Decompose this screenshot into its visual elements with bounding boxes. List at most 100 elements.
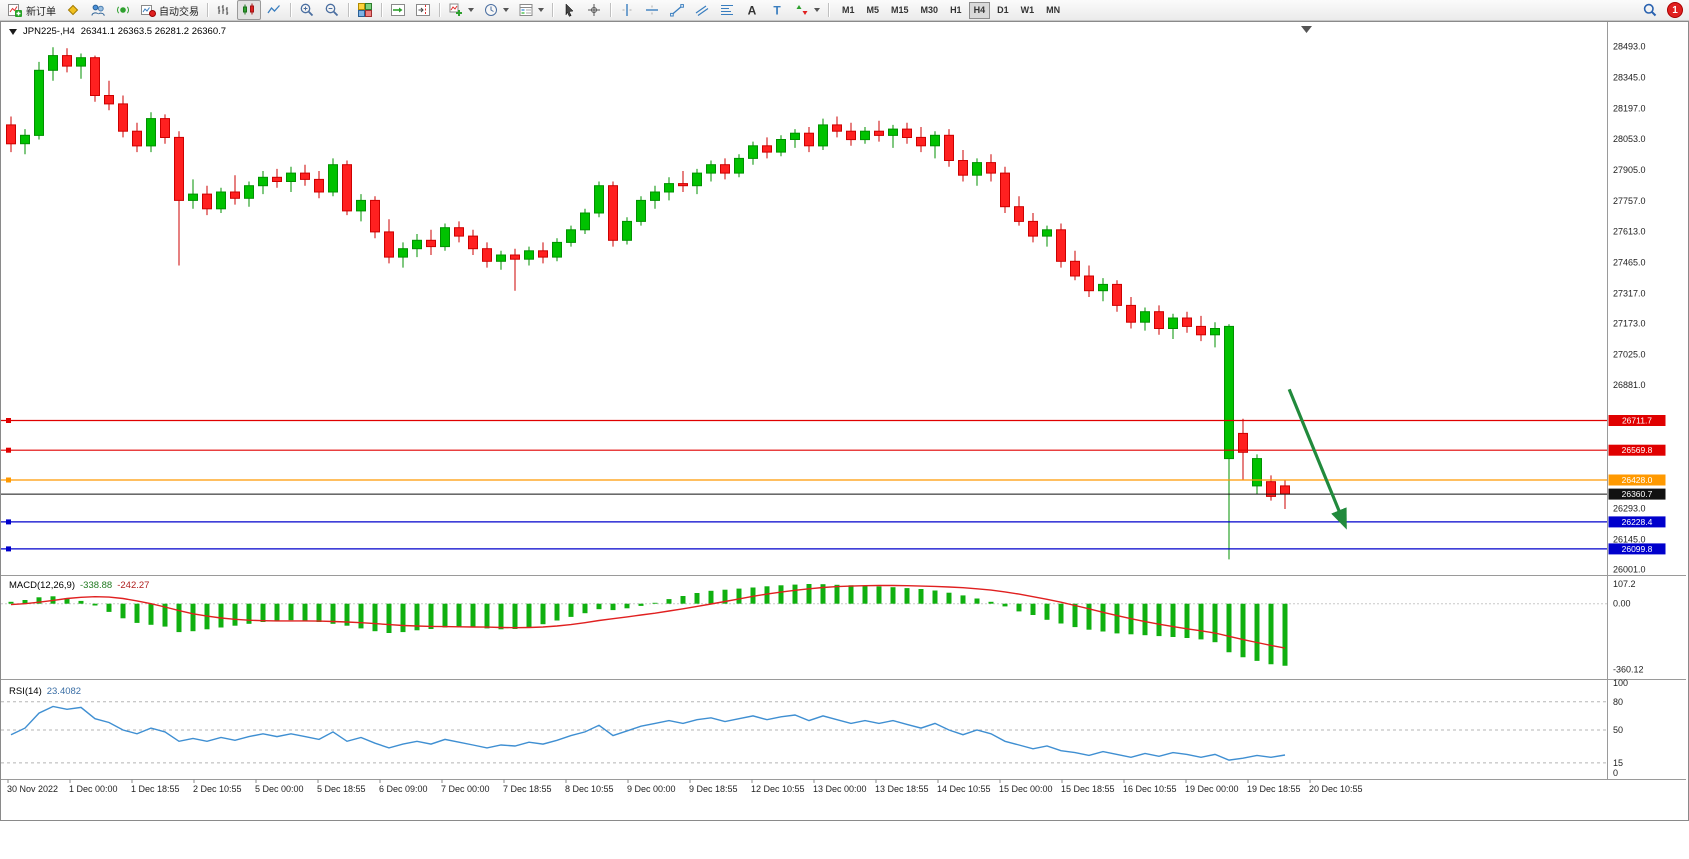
svg-text:A: A — [748, 4, 757, 18]
price-axis-label: 27613.0 — [1613, 226, 1646, 236]
bar-chart-mode-button[interactable] — [212, 0, 236, 20]
label-icon: T — [769, 2, 785, 18]
support-line-1[interactable]: 26228.4 — [1, 516, 1666, 528]
dropdown-caret-icon — [503, 8, 509, 12]
line-chart-mode-button[interactable] — [262, 0, 286, 20]
price-tag — [1608, 415, 1666, 426]
price-tag-label: 26711.7 — [1622, 416, 1652, 426]
timeframe-M5-button[interactable]: M5 — [866, 4, 880, 15]
price-axis: 28493.0 28345.0 28197.0 28053.0 27905.0 27757… — [1613, 42, 1646, 575]
macd-axis-label: 0.00 — [1613, 599, 1631, 609]
svg-text:T: T — [773, 4, 781, 18]
data-window-button[interactable] — [111, 0, 135, 20]
toolbar-separator — [381, 3, 382, 17]
macd-axis-label: -360.12 — [1613, 665, 1644, 675]
price-tag — [1608, 488, 1666, 500]
time-axis-label: 7 Dec 00:00 — [441, 784, 490, 794]
price-axis-label: 26145.0 — [1613, 534, 1646, 544]
chart-shift-button[interactable] — [411, 0, 435, 20]
trend-arrow-annotation[interactable] — [1287, 388, 1347, 530]
price-axis-label: 28197.0 — [1613, 104, 1646, 114]
price-axis-label: 26293.0 — [1613, 503, 1646, 513]
chart-canvas[interactable]: 26711.7 26569.8 26428.0 26360.7 26228.4 26099… — [1, 22, 1686, 818]
profiles-button[interactable] — [86, 0, 110, 20]
candle-chart-mode-button[interactable] — [237, 0, 261, 20]
timeframe-M15-button[interactable]: M15 — [891, 4, 909, 15]
time-axis-label: 6 Dec 09:00 — [379, 784, 428, 794]
line-handle[interactable] — [6, 519, 11, 525]
timeframe-M30-button[interactable]: M30 — [920, 4, 939, 15]
data-window-icon — [115, 2, 131, 18]
text-tool-button[interactable]: A — [740, 0, 764, 20]
time-axis-label: 5 Dec 18:55 — [317, 784, 366, 794]
rsi-axis-label: 15 — [1613, 758, 1623, 768]
trend-line-tool-button[interactable] — [665, 0, 689, 20]
macd-axis-label: 107.2 — [1613, 579, 1636, 589]
indicators-icon — [448, 2, 464, 18]
timeframe-H4-button[interactable]: H4 — [968, 1, 991, 19]
toolbar-separator — [348, 3, 349, 17]
fibonacci-tool-button[interactable] — [715, 0, 739, 20]
pivot-line[interactable]: 26428.0 — [1, 474, 1666, 486]
time-axis-label: 5 Dec 00:00 — [255, 784, 304, 794]
templates-button[interactable] — [514, 0, 548, 20]
toolbar-separator — [610, 3, 611, 17]
metaeditor-button[interactable] — [61, 0, 85, 20]
panel-dividers — [1, 22, 1686, 780]
arrows-tool-button[interactable] — [790, 0, 824, 20]
tile-windows-icon — [357, 2, 373, 18]
line-handle[interactable] — [6, 546, 11, 552]
line-handle[interactable] — [6, 418, 11, 423]
equidistant-channel-tool-button[interactable] — [690, 0, 714, 20]
tile-windows-button[interactable] — [353, 0, 377, 20]
resistance-line-2[interactable]: 26569.8 — [1, 444, 1666, 456]
notification-badge[interactable]: 1 — [1667, 2, 1683, 18]
rsi-axis-label: 50 — [1613, 725, 1623, 735]
price-tag — [1608, 543, 1666, 555]
vertical-line-tool-button[interactable] — [615, 0, 639, 20]
periods-button[interactable] — [479, 0, 513, 20]
timeframe-M1-button[interactable]: M1 — [842, 4, 855, 15]
crosshair-icon — [586, 2, 602, 18]
cursor-tool-button[interactable] — [557, 0, 581, 20]
time-axis-label: 2 Dec 10:55 — [193, 784, 242, 794]
search-button[interactable] — [1638, 0, 1662, 20]
toolbar-separator — [439, 3, 440, 17]
price-tag-label: 26569.8 — [1622, 445, 1653, 455]
timeframe-H1-button[interactable]: H1 — [950, 4, 962, 15]
zoom-in-button[interactable] — [295, 0, 319, 20]
price-axis-label: 27317.0 — [1613, 288, 1646, 298]
chart-window: JPN225-,H4 26341.1 26363.5 26281.2 26360… — [0, 21, 1689, 821]
resistance-line-1[interactable]: 26711.7 — [1, 415, 1666, 426]
line-handle[interactable] — [6, 477, 11, 483]
timeframe-D1-button[interactable]: D1 — [997, 4, 1009, 15]
price-tag-label: 26360.7 — [1622, 489, 1653, 499]
autotrading-button[interactable]: 自动交易 — [136, 0, 203, 20]
rsi-panel: RSI(14) 23.4082 100 80 50 150 — [1, 678, 1628, 778]
timeframe-W1-button[interactable]: W1 — [1020, 4, 1035, 15]
price-axis-label: 27173.0 — [1613, 319, 1646, 329]
price-tag — [1608, 474, 1666, 486]
price-tag — [1608, 516, 1666, 528]
current-price-line: 26360.7 — [1, 488, 1666, 500]
indicators-list-button[interactable] — [444, 0, 478, 20]
time-axis-label: 1 Dec 00:00 — [69, 784, 118, 794]
dropdown-caret-icon — [814, 8, 820, 12]
time-axis-label: 19 Dec 18:55 — [1247, 784, 1301, 794]
zoom-out-button[interactable] — [320, 0, 344, 20]
time-axis-label: 15 Dec 18:55 — [1061, 784, 1115, 794]
new-order-button[interactable]: 新订单 — [3, 0, 60, 20]
chart-shift-marker-icon[interactable] — [1301, 26, 1312, 33]
label-tool-button[interactable]: T — [765, 0, 789, 20]
timeframe-MN-button[interactable]: MN — [1046, 4, 1061, 15]
bars-chart-icon — [216, 2, 232, 18]
time-axis-label: 13 Dec 18:55 — [875, 784, 929, 794]
time-axis-label: 9 Dec 18:55 — [689, 784, 738, 794]
line-handle[interactable] — [6, 447, 11, 453]
time-axis-label: 19 Dec 00:00 — [1185, 784, 1239, 794]
support-line-2[interactable]: 26099.8 — [1, 543, 1666, 555]
horizontal-line-tool-button[interactable] — [640, 0, 664, 20]
auto-scroll-button[interactable] — [386, 0, 410, 20]
toolbar: 新订单 自动交易 A T M1 M5 M15 M30 H1 H4 D1 W1 MN 1 — [0, 0, 1689, 21]
crosshair-tool-button[interactable] — [582, 0, 606, 20]
